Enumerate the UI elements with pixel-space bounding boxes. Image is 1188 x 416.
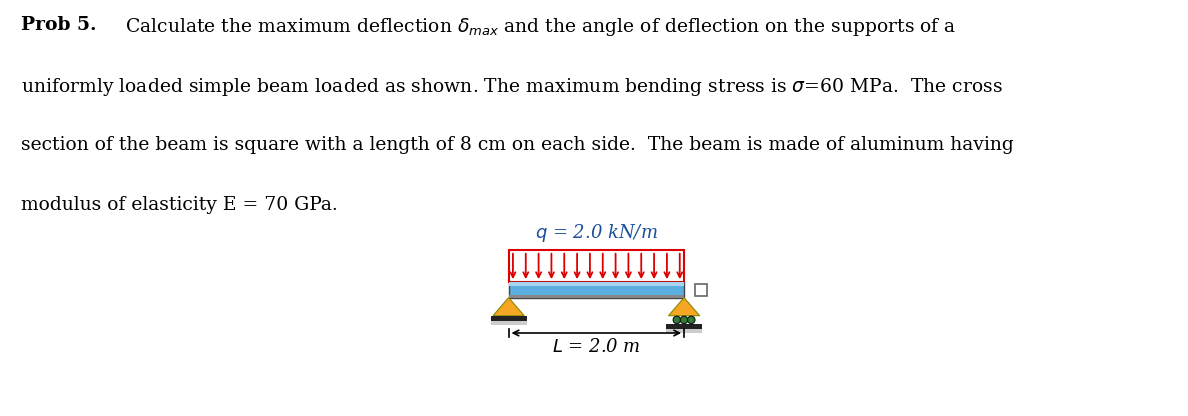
Text: uniformly loaded simple beam loaded as shown. The maximum bending stress is $\si: uniformly loaded simple beam loaded as s… <box>21 76 1003 98</box>
Bar <box>508 282 684 298</box>
Bar <box>491 316 526 320</box>
Bar <box>491 320 526 325</box>
Text: Calculate the maximum deflection $\delta_{max}$ and the angle of deflection on t: Calculate the maximum deflection $\delta… <box>125 16 956 38</box>
Text: $q$ = 2.0 kN/m: $q$ = 2.0 kN/m <box>535 222 658 244</box>
Polygon shape <box>669 298 700 316</box>
Text: modulus of elasticity E = 70 GPa.: modulus of elasticity E = 70 GPa. <box>21 196 339 214</box>
Bar <box>666 324 702 329</box>
Circle shape <box>688 316 695 324</box>
Bar <box>508 282 684 287</box>
Polygon shape <box>493 298 524 316</box>
Bar <box>666 329 702 333</box>
Bar <box>508 295 684 298</box>
Bar <box>695 284 707 296</box>
Text: $L$ = 2.0 m: $L$ = 2.0 m <box>552 338 640 356</box>
Text: section of the beam is square with a length of 8 cm on each side.  The beam is m: section of the beam is square with a len… <box>21 136 1015 154</box>
Text: Prob 5.: Prob 5. <box>21 16 97 34</box>
Circle shape <box>681 316 688 324</box>
Bar <box>508 250 684 282</box>
Circle shape <box>674 316 681 324</box>
